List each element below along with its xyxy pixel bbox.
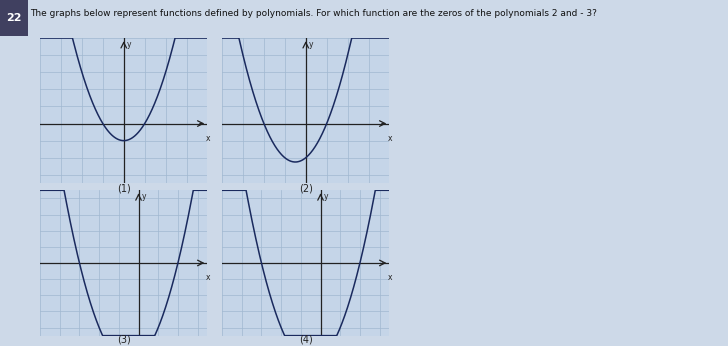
Text: (3): (3)	[117, 334, 130, 344]
Text: x: x	[205, 134, 210, 143]
Text: x: x	[387, 134, 392, 143]
Text: y: y	[127, 40, 131, 49]
Text: y: y	[309, 40, 313, 49]
Text: x: x	[205, 273, 210, 282]
Text: (4): (4)	[299, 334, 312, 344]
Text: 22: 22	[6, 13, 22, 23]
Text: (1): (1)	[117, 184, 130, 194]
Text: x: x	[387, 273, 392, 282]
Text: (2): (2)	[298, 184, 313, 194]
Text: The graphs below represent functions defined by polynomials. For which function : The graphs below represent functions def…	[31, 9, 598, 18]
Text: y: y	[323, 192, 328, 201]
Text: y: y	[141, 192, 146, 201]
